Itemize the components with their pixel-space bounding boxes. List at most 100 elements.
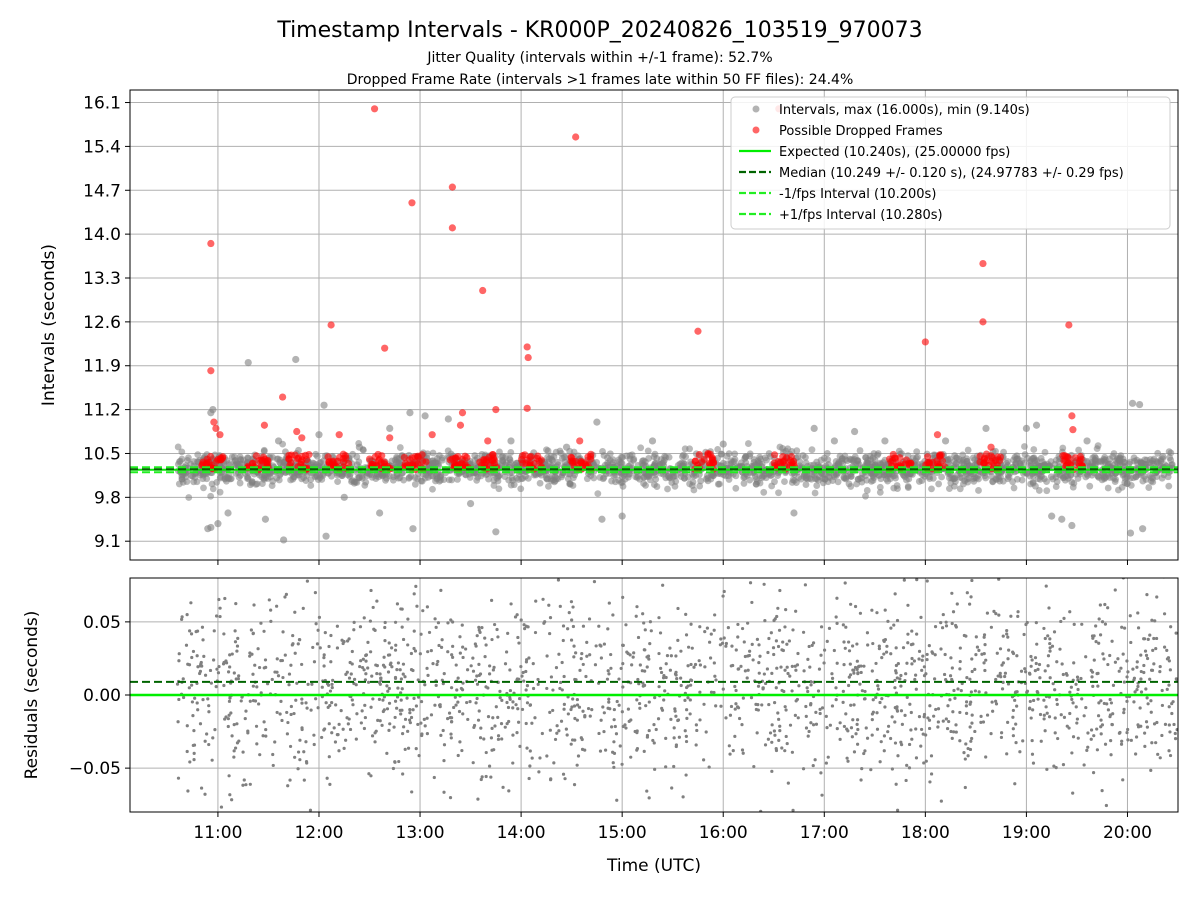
residual-point <box>1145 696 1149 700</box>
residual-point <box>429 713 434 717</box>
residual-point <box>939 620 943 625</box>
residual-point <box>402 725 406 729</box>
residual-point <box>939 647 943 651</box>
residual-point <box>928 704 932 708</box>
residual-point <box>533 716 537 720</box>
interval-point <box>840 473 848 481</box>
interval-point <box>680 474 688 482</box>
residual-point <box>300 727 304 732</box>
residual-point <box>487 764 492 768</box>
residual-point <box>984 755 988 759</box>
residual-point <box>185 724 189 728</box>
residual-point <box>545 754 549 758</box>
residual-point <box>387 728 391 732</box>
residual-point <box>722 636 726 640</box>
residual-point <box>548 616 553 620</box>
interval-point <box>719 440 727 448</box>
top-y-axis-label: Intervals (seconds) <box>39 244 59 406</box>
residual-point <box>458 651 462 655</box>
residual-point <box>1005 632 1009 636</box>
residual-point <box>814 722 819 726</box>
residual-point <box>1172 722 1176 727</box>
interval-point <box>784 445 792 453</box>
interval-point <box>214 520 222 528</box>
residual-point <box>271 763 275 768</box>
dropped-frame-point <box>257 456 266 464</box>
residual-point <box>898 677 902 681</box>
residual-point <box>890 715 894 719</box>
residual-point <box>420 732 424 736</box>
residual-point <box>612 765 616 769</box>
residual-point <box>202 654 206 658</box>
dropped-frame-point <box>572 133 580 141</box>
residual-point <box>1152 636 1156 641</box>
residual-point <box>1097 701 1101 705</box>
residual-point <box>1139 690 1144 694</box>
residual-point <box>674 743 679 747</box>
residual-point <box>904 778 908 783</box>
residual-point <box>748 581 753 585</box>
residual-point <box>1041 564 1044 567</box>
residual-point <box>261 734 265 738</box>
residual-point <box>826 755 830 759</box>
residual-point <box>906 603 910 607</box>
residual-point <box>648 642 652 646</box>
residual-point <box>562 707 566 711</box>
residual-point <box>460 688 465 692</box>
interval-point <box>1130 474 1137 482</box>
residual-point <box>475 674 479 678</box>
interval-point <box>849 456 857 464</box>
residual-point <box>395 602 400 606</box>
interval-point <box>1052 483 1060 490</box>
residual-point <box>822 661 826 665</box>
interval-point <box>224 509 232 517</box>
residual-point <box>929 772 934 776</box>
residual-point <box>609 652 613 657</box>
residual-point <box>1160 688 1164 693</box>
residual-point <box>320 735 324 740</box>
interval-point <box>209 485 217 493</box>
residual-point <box>984 691 988 695</box>
residual-point <box>962 633 966 638</box>
residual-point <box>811 763 815 768</box>
interval-point <box>732 472 740 480</box>
top-y-tick-label: 11.2 <box>83 401 121 421</box>
interval-point <box>300 474 308 481</box>
residual-point <box>349 672 353 676</box>
residual-point <box>874 661 878 666</box>
residual-point <box>925 657 929 662</box>
residual-point <box>190 700 195 704</box>
residual-point <box>1011 734 1015 738</box>
residual-point <box>702 702 706 706</box>
residual-point <box>664 736 668 741</box>
residual-point <box>1095 748 1099 752</box>
residual-point <box>820 793 824 797</box>
residual-point <box>232 723 236 727</box>
residual-point <box>414 584 418 588</box>
residual-point <box>804 704 808 709</box>
residual-point <box>1125 675 1129 679</box>
residual-point <box>1046 634 1050 638</box>
interval-point <box>806 474 814 482</box>
interval-point <box>280 536 288 544</box>
residual-point <box>191 649 196 654</box>
residual-point <box>1109 753 1113 757</box>
residual-point <box>598 749 603 753</box>
residual-point <box>714 704 718 708</box>
residual-point <box>809 680 813 684</box>
residual-point <box>689 678 693 682</box>
residual-point <box>195 701 199 705</box>
residual-point <box>403 747 407 751</box>
residual-point <box>882 734 887 738</box>
residual-point <box>692 665 696 669</box>
residual-point <box>877 644 881 648</box>
residual-point <box>656 535 659 538</box>
residual-point <box>811 723 816 727</box>
residual-point <box>230 734 234 738</box>
interval-point <box>938 473 945 481</box>
interval-point <box>548 456 556 463</box>
residual-point <box>814 710 818 715</box>
interval-point <box>680 459 688 467</box>
residual-point <box>248 699 252 703</box>
residual-point <box>288 744 293 749</box>
